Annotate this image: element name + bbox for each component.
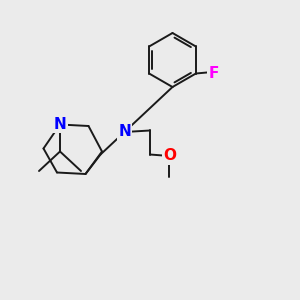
Text: F: F <box>209 66 219 81</box>
Text: N: N <box>54 117 66 132</box>
Text: O: O <box>163 148 176 164</box>
Text: N: N <box>118 124 131 140</box>
